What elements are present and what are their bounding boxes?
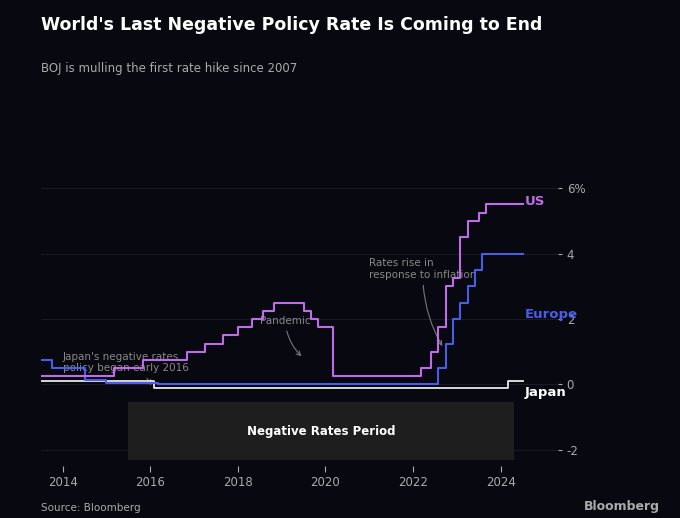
Text: Rates rise in
response to inflation: Rates rise in response to inflation (369, 258, 477, 345)
Text: Europe: Europe (525, 308, 578, 321)
Text: Negative Rates Period: Negative Rates Period (247, 425, 395, 438)
Text: Pandemic: Pandemic (260, 315, 310, 355)
Text: Source: Bloomberg: Source: Bloomberg (41, 503, 141, 513)
Text: BOJ is mulling the first rate hike since 2007: BOJ is mulling the first rate hike since… (41, 62, 297, 75)
Text: World's Last Negative Policy Rate Is Coming to End: World's Last Negative Policy Rate Is Com… (41, 16, 542, 34)
Bar (129, 402, 514, 459)
Text: Japan: Japan (525, 386, 566, 399)
Text: US: US (525, 195, 545, 208)
Text: Japan's negative rates
policy began early 2016: Japan's negative rates policy began earl… (63, 352, 188, 384)
Text: Bloomberg: Bloomberg (583, 500, 660, 513)
